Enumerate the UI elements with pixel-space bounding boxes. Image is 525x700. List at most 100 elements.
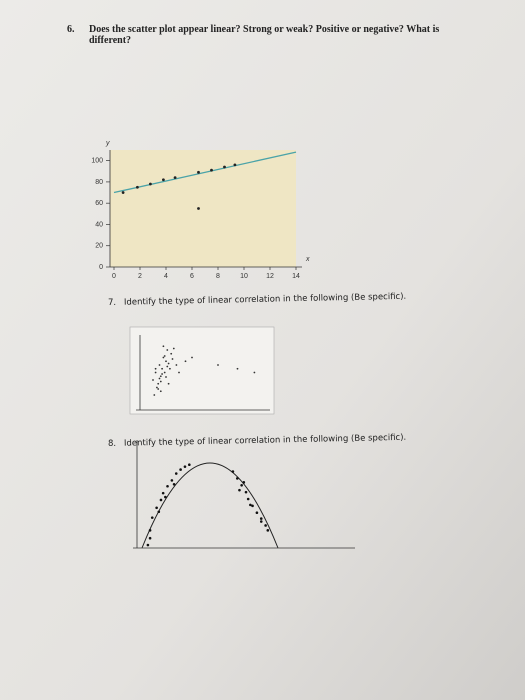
point (161, 373, 164, 375)
point (152, 379, 154, 381)
point (244, 490, 248, 494)
point (172, 483, 176, 486)
point (157, 382, 160, 385)
point (162, 178, 165, 182)
point (191, 356, 193, 359)
point (231, 470, 235, 473)
point (188, 463, 191, 467)
point (154, 367, 157, 370)
point (157, 510, 161, 514)
point (238, 488, 241, 492)
point (165, 360, 167, 363)
point (159, 390, 162, 393)
x-tick-label: 0 (112, 273, 116, 280)
x-tick-label: 10 (240, 273, 248, 280)
point (178, 371, 180, 374)
point (223, 165, 226, 169)
point (242, 481, 246, 484)
point (197, 207, 200, 210)
point (169, 367, 171, 370)
point (173, 176, 177, 180)
point (150, 516, 154, 519)
point (166, 484, 169, 488)
y-tick-label: 80 (95, 179, 103, 186)
point (162, 356, 165, 359)
y-tick-label: 60 (95, 200, 103, 207)
point (159, 380, 162, 383)
question-text: Does the scatter plot appear linear? Str… (89, 24, 439, 35)
point (148, 529, 152, 532)
y-tick-label: 100 (91, 157, 103, 164)
point (157, 388, 160, 390)
trend-line (113, 151, 297, 194)
point (210, 168, 213, 172)
point (217, 364, 219, 366)
point (164, 495, 167, 499)
point (158, 377, 161, 380)
point (175, 364, 178, 366)
point (174, 472, 178, 475)
point (259, 517, 263, 520)
x-tick-label: 6 (190, 273, 194, 280)
point (249, 503, 252, 507)
plot-frame (129, 326, 275, 415)
point (161, 367, 164, 370)
question-text: different? (89, 35, 131, 46)
point (179, 468, 182, 471)
point (166, 365, 169, 368)
y-tick-label: 0 (99, 264, 103, 271)
point (159, 498, 163, 502)
question-number: 8. (108, 439, 116, 449)
point (236, 367, 239, 370)
point (233, 163, 237, 167)
y-tick-label: 40 (95, 221, 103, 228)
plot-background (110, 150, 296, 267)
x-axis-label: x (305, 256, 310, 263)
x-tick-label: 12 (266, 273, 274, 280)
point (162, 345, 165, 348)
y-axis-label: y (105, 140, 110, 147)
point (121, 191, 125, 194)
point (156, 386, 158, 389)
point (171, 358, 174, 360)
point (197, 170, 200, 174)
curve (141, 462, 279, 549)
x-tick-label: 8 (216, 273, 220, 280)
point (259, 520, 263, 523)
point (167, 382, 170, 385)
point (165, 376, 167, 378)
point (154, 371, 157, 374)
point (158, 364, 161, 366)
point (255, 511, 259, 515)
point (148, 536, 152, 540)
point (183, 465, 187, 468)
x-tick-label: 2 (138, 273, 142, 280)
point (163, 371, 166, 374)
point (246, 497, 250, 501)
question-number: 7. (108, 298, 116, 308)
point (251, 504, 254, 508)
point (253, 371, 256, 374)
point (184, 360, 187, 363)
point (266, 529, 270, 532)
question-number: 6. (67, 24, 75, 35)
point (170, 352, 173, 355)
x-tick-label: 14 (292, 273, 300, 280)
point (136, 185, 139, 189)
point (155, 506, 158, 510)
point (159, 375, 162, 378)
point (170, 479, 174, 482)
point (163, 355, 166, 357)
point (235, 477, 239, 480)
point (146, 543, 150, 547)
x-tick-label: 4 (164, 273, 168, 280)
point (149, 182, 152, 186)
point (161, 491, 165, 495)
point (166, 349, 169, 351)
point (264, 524, 267, 527)
point (167, 362, 170, 365)
point (172, 347, 175, 350)
y-tick-label: 20 (95, 243, 103, 250)
